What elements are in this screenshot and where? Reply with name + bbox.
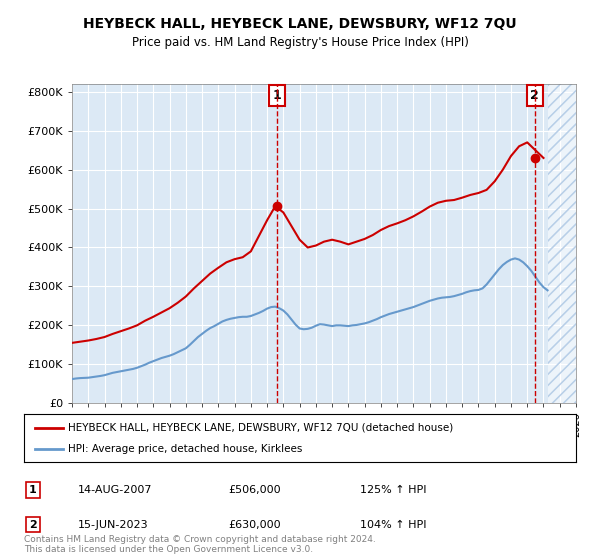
Text: £506,000: £506,000 <box>228 485 281 495</box>
Text: 2: 2 <box>29 520 37 530</box>
Text: 1: 1 <box>29 485 37 495</box>
Text: HEYBECK HALL, HEYBECK LANE, DEWSBURY, WF12 7QU: HEYBECK HALL, HEYBECK LANE, DEWSBURY, WF… <box>83 17 517 31</box>
Text: 104% ↑ HPI: 104% ↑ HPI <box>360 520 427 530</box>
Bar <box>548 84 576 403</box>
Text: 2: 2 <box>530 89 539 102</box>
Text: 14-AUG-2007: 14-AUG-2007 <box>78 485 152 495</box>
Text: Price paid vs. HM Land Registry's House Price Index (HPI): Price paid vs. HM Land Registry's House … <box>131 36 469 49</box>
Text: HPI: Average price, detached house, Kirklees: HPI: Average price, detached house, Kirk… <box>68 444 302 454</box>
Bar <box>548 84 576 403</box>
Text: Contains HM Land Registry data © Crown copyright and database right 2024.
This d: Contains HM Land Registry data © Crown c… <box>24 535 376 554</box>
Text: HEYBECK HALL, HEYBECK LANE, DEWSBURY, WF12 7QU (detached house): HEYBECK HALL, HEYBECK LANE, DEWSBURY, WF… <box>68 423 454 433</box>
Text: £630,000: £630,000 <box>228 520 281 530</box>
Text: 15-JUN-2023: 15-JUN-2023 <box>78 520 149 530</box>
Text: 1: 1 <box>273 89 281 102</box>
Text: 125% ↑ HPI: 125% ↑ HPI <box>360 485 427 495</box>
